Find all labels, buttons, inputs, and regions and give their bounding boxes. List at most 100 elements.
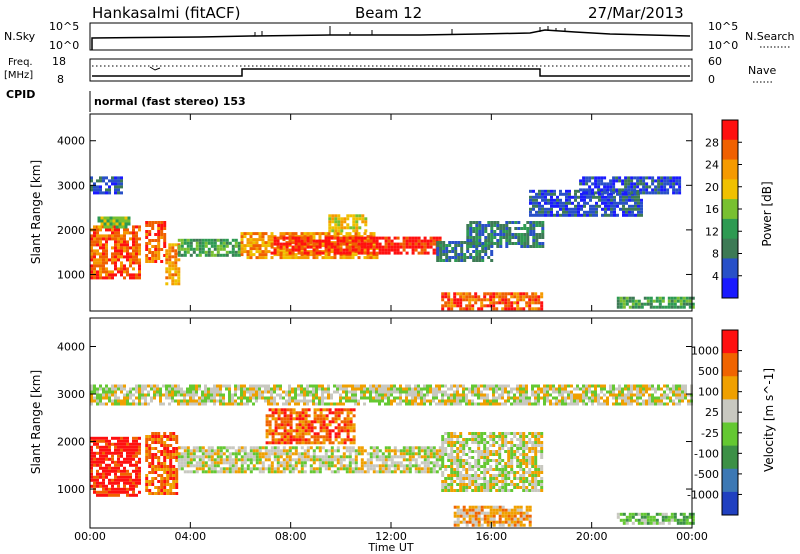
power-cell [439, 259, 443, 262]
velocity-cell [444, 486, 448, 489]
power-cell [349, 214, 353, 218]
power-cell [120, 255, 123, 259]
power-cell [637, 210, 640, 214]
power-cell [333, 236, 337, 240]
velocity-cell [591, 384, 594, 388]
velocity-cell [351, 467, 355, 471]
power-cell [571, 210, 574, 214]
power-cell [465, 304, 469, 308]
power-cell [336, 232, 340, 236]
power-cell [630, 176, 634, 180]
power-cell [174, 282, 178, 286]
power-cell [96, 249, 99, 253]
velocity-cell [399, 461, 403, 465]
velocity-cell [225, 446, 229, 450]
power-cell [556, 195, 559, 199]
power-cell [541, 210, 544, 214]
velocity-cell [480, 465, 484, 468]
velocity-cell [474, 390, 477, 394]
power-cell [192, 238, 196, 242]
velocity-cell [240, 461, 244, 465]
velocity-cell [474, 486, 478, 489]
power-cell [583, 210, 586, 214]
velocity-cell [438, 390, 441, 394]
power-cell [324, 232, 328, 236]
power-cell [529, 195, 532, 199]
power-cell [222, 241, 226, 245]
velocity-cell [99, 451, 102, 455]
power-cell [117, 231, 120, 235]
power-cell [106, 216, 110, 220]
power-ylabel: Slant Range [km] [29, 160, 43, 264]
velocity-cell [129, 475, 132, 479]
velocity-cell [175, 447, 179, 450]
power-cell [207, 250, 211, 254]
velocity-cell [126, 448, 129, 452]
power-ytick-label: 4000 [57, 135, 85, 148]
velocity-cell [180, 393, 183, 397]
power-cell [571, 213, 574, 217]
velocity-cell [96, 442, 99, 446]
velocity-cell [312, 452, 316, 456]
velocity-cell [321, 446, 325, 450]
velocity-cell [489, 384, 492, 388]
power-cell [613, 195, 616, 199]
power-cell [499, 239, 503, 242]
velocity-cell [249, 446, 253, 450]
velocity-cell [225, 455, 229, 459]
nsky-tick-top: 10^5 [49, 20, 79, 33]
velocity-cell [151, 480, 155, 483]
velocity-cell [105, 472, 108, 476]
velocity-cell [609, 387, 612, 391]
power-cell [99, 252, 102, 256]
velocity-cell [438, 387, 441, 391]
velocity-cell [207, 449, 211, 453]
velocity-cell [246, 390, 249, 394]
velocity-cell [465, 459, 469, 462]
velocity-cell [573, 402, 576, 406]
velocity-cell [297, 470, 301, 474]
velocity-cell [117, 475, 120, 479]
velocity-cell [145, 486, 149, 489]
velocity-cell [627, 396, 630, 400]
velocity-cell [357, 402, 360, 406]
power-cell [309, 253, 313, 257]
velocity-cell [489, 477, 493, 480]
velocity-cell [264, 446, 268, 450]
power-cell [117, 270, 120, 274]
velocity-cell [405, 470, 409, 474]
power-cell [204, 238, 208, 242]
power-cell [481, 227, 485, 230]
velocity-cell [459, 447, 463, 450]
power-cell [574, 207, 577, 211]
power-cell [114, 179, 117, 183]
power-cell [529, 245, 533, 248]
velocity-cell [240, 467, 244, 471]
velocity-cell [126, 460, 129, 464]
velocity-cell [471, 435, 475, 438]
velocity-cell [678, 390, 681, 394]
velocity-cell [333, 458, 337, 462]
velocity-cell [210, 452, 214, 456]
velocity-cell [477, 477, 481, 480]
velocity-cell [300, 470, 304, 474]
power-cell [481, 245, 485, 248]
velocity-cell [295, 426, 299, 430]
power-cell [288, 232, 292, 236]
velocity-cell [126, 390, 129, 394]
power-cell [249, 244, 253, 248]
velocity-cell [336, 458, 340, 462]
power-cell [493, 221, 497, 224]
velocity-cell [285, 449, 289, 453]
velocity-cell [384, 455, 388, 459]
velocity-cell [175, 477, 179, 480]
power-cell [126, 273, 129, 277]
power-cell [481, 230, 485, 233]
velocity-cell [348, 458, 352, 462]
power-cell [460, 256, 464, 259]
velocity-cell [474, 402, 477, 406]
velocity-cell [261, 464, 265, 468]
power-cell [619, 201, 622, 205]
velocity-cell [387, 402, 390, 406]
velocity-cell [340, 408, 344, 412]
